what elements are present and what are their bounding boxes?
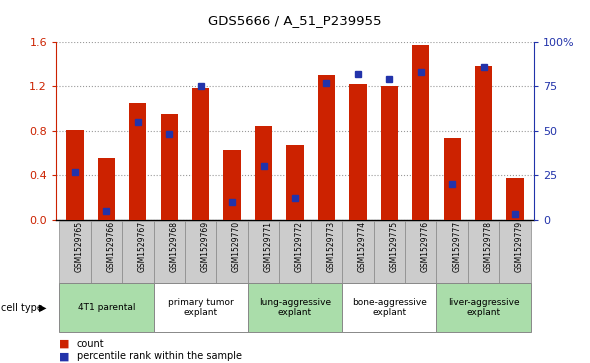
- Text: GSM1529774: GSM1529774: [358, 221, 367, 272]
- Bar: [318, 75, 335, 220]
- Text: GDS5666 / A_51_P239955: GDS5666 / A_51_P239955: [208, 15, 382, 28]
- Bar: [437, 221, 468, 283]
- Bar: [286, 145, 304, 220]
- Text: cell type: cell type: [1, 303, 42, 313]
- Bar: [153, 221, 185, 283]
- Bar: [59, 221, 91, 283]
- Bar: [192, 89, 209, 220]
- Text: bone-aggressive
explant: bone-aggressive explant: [352, 298, 427, 317]
- Text: GSM1529779: GSM1529779: [515, 221, 524, 272]
- Bar: [255, 126, 272, 220]
- Bar: [311, 221, 342, 283]
- Bar: [342, 283, 437, 332]
- Bar: [373, 221, 405, 283]
- Bar: [224, 150, 241, 220]
- Bar: [217, 221, 248, 283]
- Bar: [349, 84, 366, 220]
- Text: percentile rank within the sample: percentile rank within the sample: [77, 351, 242, 362]
- Text: ■: ■: [59, 339, 70, 349]
- Text: primary tumor
explant: primary tumor explant: [168, 298, 234, 317]
- Text: GSM1529773: GSM1529773: [326, 221, 336, 272]
- Bar: [381, 86, 398, 220]
- Text: ■: ■: [59, 351, 70, 362]
- Bar: [279, 221, 311, 283]
- Bar: [66, 130, 84, 220]
- Text: GSM1529768: GSM1529768: [169, 221, 178, 272]
- Text: GSM1529767: GSM1529767: [138, 221, 147, 272]
- Bar: [248, 221, 279, 283]
- Bar: [475, 66, 492, 220]
- Bar: [506, 179, 524, 220]
- Text: GSM1529776: GSM1529776: [421, 221, 430, 272]
- Bar: [129, 103, 146, 220]
- Bar: [122, 221, 153, 283]
- Text: lung-aggressive
explant: lung-aggressive explant: [259, 298, 331, 317]
- Text: GSM1529769: GSM1529769: [201, 221, 209, 272]
- Text: 4T1 parental: 4T1 parental: [78, 303, 135, 312]
- Bar: [499, 221, 531, 283]
- Text: GSM1529766: GSM1529766: [106, 221, 116, 272]
- Bar: [405, 221, 437, 283]
- Bar: [98, 159, 115, 220]
- Bar: [185, 221, 217, 283]
- Bar: [91, 221, 122, 283]
- Text: GSM1529771: GSM1529771: [264, 221, 273, 272]
- Bar: [468, 221, 499, 283]
- Text: GSM1529772: GSM1529772: [295, 221, 304, 272]
- Text: count: count: [77, 339, 104, 349]
- Text: GSM1529777: GSM1529777: [452, 221, 461, 272]
- Text: liver-aggressive
explant: liver-aggressive explant: [448, 298, 519, 317]
- Text: ▶: ▶: [40, 303, 47, 313]
- Text: GSM1529765: GSM1529765: [75, 221, 84, 272]
- Bar: [160, 114, 178, 220]
- Bar: [412, 45, 430, 220]
- Text: GSM1529775: GSM1529775: [389, 221, 398, 272]
- Text: GSM1529770: GSM1529770: [232, 221, 241, 272]
- Bar: [342, 221, 373, 283]
- Bar: [248, 283, 342, 332]
- Bar: [153, 283, 248, 332]
- Bar: [59, 283, 153, 332]
- Text: GSM1529778: GSM1529778: [484, 221, 493, 272]
- Bar: [437, 283, 531, 332]
- Bar: [444, 138, 461, 220]
